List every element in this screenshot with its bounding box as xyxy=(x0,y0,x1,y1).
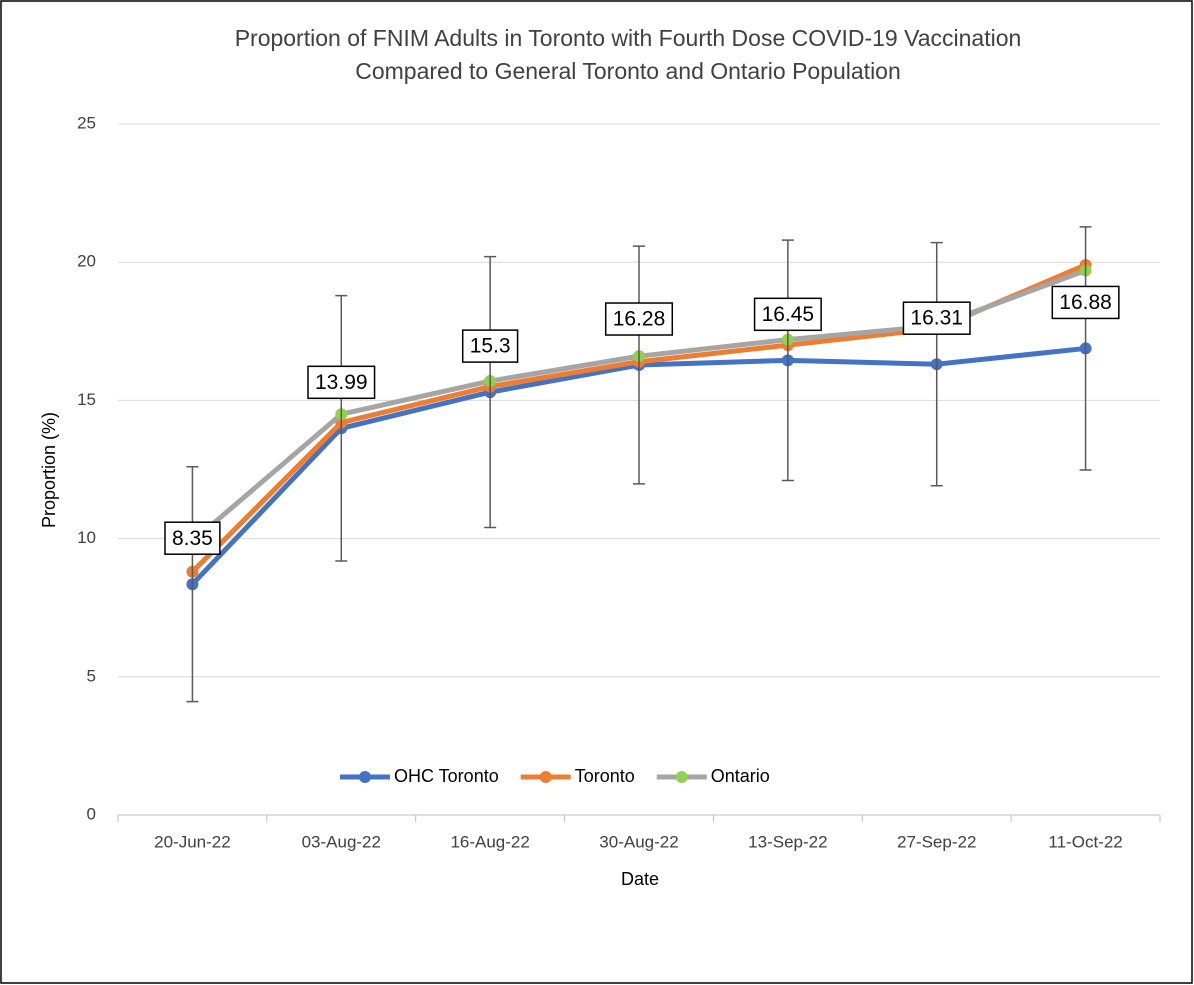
x-tick-label: 30-Aug-22 xyxy=(599,832,678,851)
legend-label: OHC Toronto xyxy=(394,766,499,786)
y-axis-title: Proportion (%) xyxy=(39,412,59,528)
y-tick-label: 15 xyxy=(77,390,96,409)
x-axis-title: Date xyxy=(621,869,659,889)
x-tick-label: 16-Aug-22 xyxy=(450,832,529,851)
error-bar xyxy=(1079,226,1092,471)
error-bar xyxy=(186,465,199,703)
label-box xyxy=(753,297,822,332)
x-tick-label: 03-Aug-22 xyxy=(302,832,381,851)
legend-marker xyxy=(675,771,688,783)
legend-label: Ontario xyxy=(711,766,770,786)
y-tick-label: 10 xyxy=(77,528,96,547)
error-bar xyxy=(781,239,794,482)
error-bar xyxy=(335,294,348,562)
y-tick-label: 25 xyxy=(77,113,96,132)
label-box xyxy=(1051,285,1120,320)
data-label: 16.88 xyxy=(1059,291,1112,314)
y-tick-label: 5 xyxy=(87,666,96,685)
chart-title: Proportion of FNIM Adults in Toronto wit… xyxy=(235,25,1022,51)
data-label: 15.3 xyxy=(470,335,511,358)
x-tick-label: 20-Jun-22 xyxy=(154,832,231,851)
error-bar xyxy=(633,245,645,485)
data-label: 16.31 xyxy=(910,307,963,330)
legend-label: Toronto xyxy=(575,766,635,786)
label-box xyxy=(164,521,221,555)
error-bar xyxy=(930,241,943,487)
data-label: 8.35 xyxy=(172,527,213,550)
label-box xyxy=(902,301,971,335)
x-tick-label: 13-Sep-22 xyxy=(748,832,827,851)
chart-title: Compared to General Toronto and Ontario … xyxy=(355,58,901,84)
error-bar xyxy=(484,255,497,529)
y-tick-label: 20 xyxy=(77,252,96,271)
x-tick-label: 11-Oct-22 xyxy=(1048,832,1122,851)
legend-marker xyxy=(359,771,371,783)
y-tick-label: 0 xyxy=(87,804,96,823)
label-box xyxy=(461,329,519,363)
legend-marker xyxy=(539,771,552,783)
label-box xyxy=(604,302,674,336)
label-box xyxy=(307,365,376,400)
data-label: 13.99 xyxy=(315,371,368,394)
data-label: 16.45 xyxy=(762,303,815,326)
data-label: 16.28 xyxy=(613,308,666,331)
x-tick-label: 27-Sep-22 xyxy=(897,832,976,851)
